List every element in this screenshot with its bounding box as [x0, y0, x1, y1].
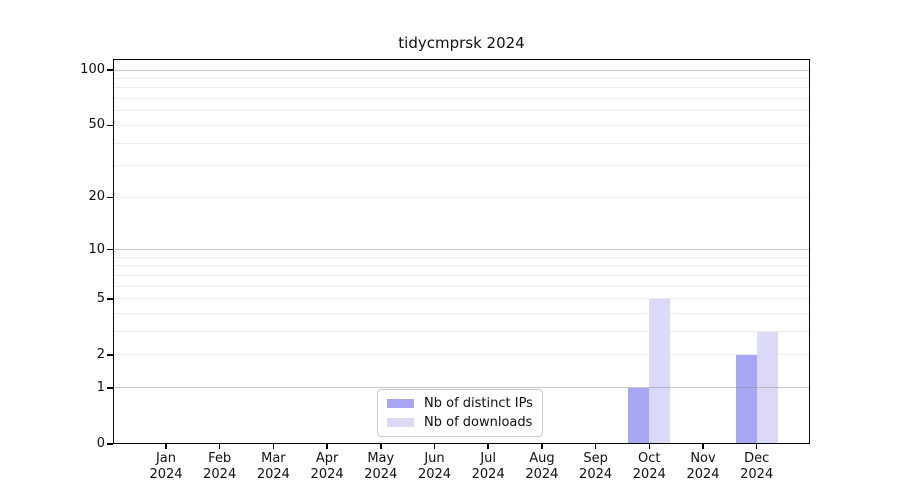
y-axis-tick [107, 387, 113, 389]
y-axis-tick [107, 196, 113, 199]
x-axis-tick-label: May 2024 [364, 451, 398, 482]
y-axis-tick-label: 0 [96, 436, 105, 451]
minor-gridline [113, 196, 810, 198]
minor-gridline [113, 331, 810, 333]
legend-item-downloads: Nb of downloads [387, 415, 533, 430]
x-axis-tick-label: Jul 2024 [471, 451, 505, 482]
major-gridline [113, 387, 810, 389]
plot-area: 0 1 2 5 10 20 50 100 Jan 2024 Feb 2024 Mar 2024 Apr 202… [80, 59, 810, 482]
y-axis-tick [107, 298, 113, 300]
y-axis-tick-label: 50 [88, 117, 105, 133]
minor-gridline [113, 265, 810, 267]
minor-gridline [113, 98, 810, 100]
minor-gridline [113, 274, 810, 276]
x-axis-tick [541, 444, 543, 449]
y-axis-tick [107, 354, 113, 356]
y-axis-tick-label: 1 [96, 379, 105, 395]
x-axis-tick [594, 444, 597, 449]
minor-gridline [113, 256, 810, 258]
bar-oct-downloads [649, 298, 671, 444]
x-axis-tick-label: Dec 2024 [740, 451, 774, 482]
minor-gridline [113, 285, 810, 287]
bar-dec-distinct-ips [735, 354, 757, 444]
minor-gridline [113, 298, 810, 300]
x-axis-tick [648, 444, 651, 449]
x-axis-tick-label: Jun 2024 [417, 451, 452, 482]
x-axis-tick [755, 444, 758, 449]
x-axis-tick-label: Apr 2024 [310, 451, 344, 482]
x-axis-tick [272, 444, 275, 449]
bar-dec-downloads [756, 331, 778, 444]
x-axis-tick-label: Jan 2024 [149, 451, 183, 482]
x-axis-tick [326, 444, 328, 449]
y-axis-tick [107, 443, 113, 445]
y-axis-tick-label: 100 [80, 62, 105, 77]
chart-title: tidycmprsk 2024 [398, 34, 525, 52]
x-axis-tick-label: Feb 2024 [203, 451, 237, 482]
legend-swatch-distinct-ips [387, 399, 414, 408]
minor-gridline [113, 87, 810, 89]
x-axis-tick [433, 444, 436, 449]
minor-gridline [113, 110, 810, 112]
legend-swatch-downloads [387, 418, 414, 427]
plot-frame [113, 59, 810, 444]
x-axis-tick [218, 444, 221, 449]
legend-label-distinct-ips: Nb of distinct IPs [424, 396, 533, 411]
x-axis-tick-label: Nov 2024 [686, 451, 720, 482]
x-axis-tick [702, 444, 704, 449]
y-axis-tick [107, 248, 113, 251]
y-axis-tick-label: 5 [96, 290, 105, 306]
y-axis-tick-label: 2 [96, 346, 105, 362]
y-axis-tick [107, 69, 113, 71]
x-axis-tick-label: Oct 2024 [632, 451, 666, 482]
legend: Nb of distinct IPs Nb of downloads [377, 389, 543, 437]
minor-gridline [113, 142, 810, 144]
legend-item-distinct-ips: Nb of distinct IPs [387, 396, 533, 411]
x-axis-tick-label: Mar 2024 [256, 451, 290, 482]
major-gridline [113, 69, 810, 71]
minor-gridline [113, 165, 810, 167]
bar-oct-distinct-ips [628, 387, 650, 444]
legend-label-downloads: Nb of downloads [424, 415, 533, 430]
y-axis-tick-label: 20 [88, 189, 105, 205]
major-gridline [113, 249, 810, 251]
x-axis-tick [380, 444, 382, 449]
x-axis-tick [165, 444, 167, 449]
minor-gridline [113, 313, 810, 315]
y-axis-tick-label: 10 [88, 241, 105, 257]
x-axis-tick-label: Aug 2024 [525, 451, 559, 482]
minor-gridline [113, 124, 810, 126]
x-axis-tick-label: Sep 2024 [579, 451, 613, 482]
y-axis-tick [107, 124, 113, 127]
minor-gridline [113, 77, 810, 79]
minor-gridline [113, 354, 810, 356]
x-axis-tick [487, 444, 489, 449]
